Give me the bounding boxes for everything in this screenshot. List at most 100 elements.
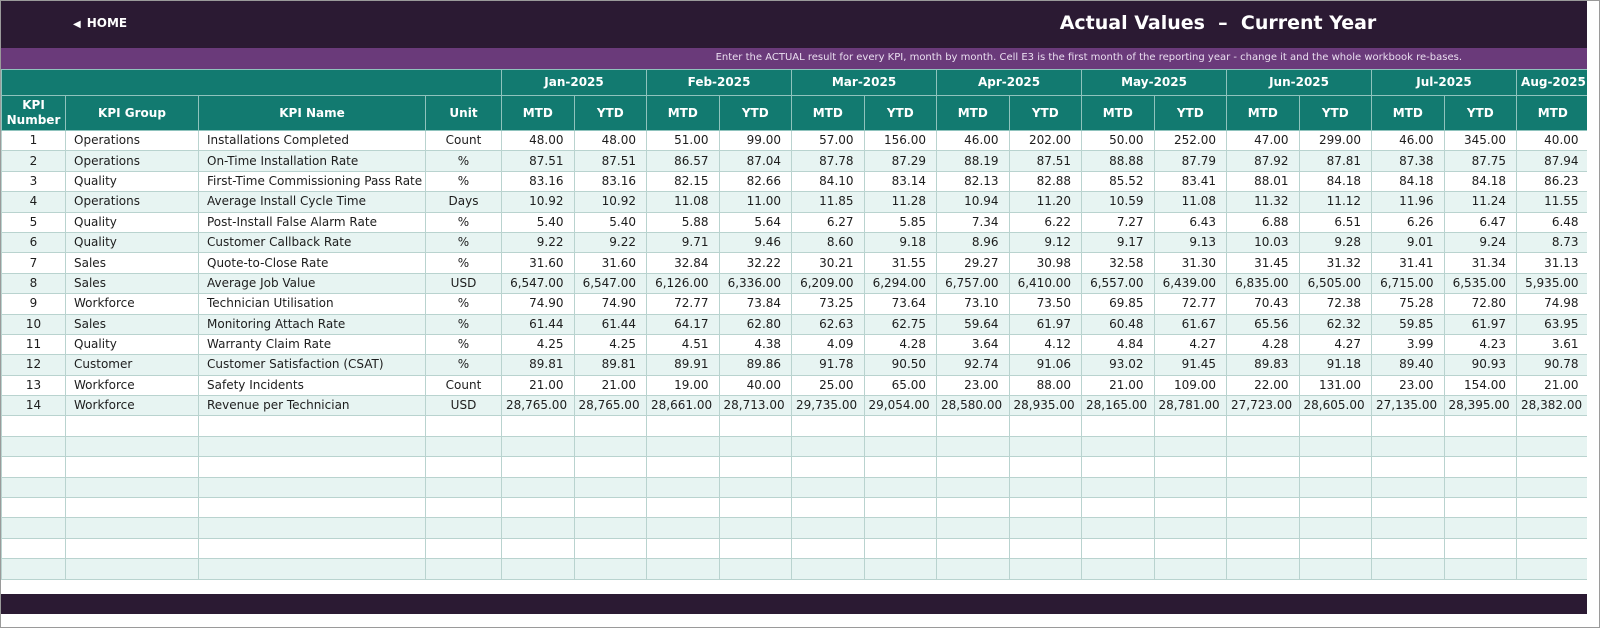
value-cell: 9.24 — [1443, 231, 1518, 254]
value-cell: 7.34 — [936, 211, 1010, 233]
empty-cell — [718, 558, 793, 580]
cell: % — [425, 333, 502, 356]
empty-cell — [1298, 497, 1373, 519]
value-cell: 32.22 — [718, 252, 793, 274]
empty-cell — [791, 456, 865, 478]
value-cell: 31.32 — [1298, 252, 1373, 274]
empty-cell — [1153, 517, 1228, 539]
value-cell: 88.01 — [1226, 170, 1300, 193]
empty-cell — [1, 558, 66, 580]
empty-cell — [936, 476, 1010, 499]
value-cell: 75.28 — [1371, 293, 1445, 315]
value-cell: 89.81 — [573, 354, 648, 376]
data-row: 6 Quality Customer Callback Rate% 9.22 9.22 9… — [1, 231, 1587, 254]
empty-cell — [1443, 476, 1518, 499]
month-header: Mar-2025 — [791, 69, 938, 96]
value-cell: 83.14 — [863, 170, 938, 193]
empty-cell — [1, 517, 66, 539]
cell: 9 — [1, 293, 66, 315]
value-cell: 61.97 — [1443, 313, 1518, 335]
value-cell: 6.27 — [791, 211, 865, 233]
cell: Sales — [65, 272, 199, 295]
empty-cell — [425, 517, 502, 539]
value-cell: 87.94 — [1516, 150, 1587, 172]
empty-cell — [1298, 537, 1373, 560]
value-cell: 28,765.00 — [501, 395, 575, 417]
value-cell: 9.71 — [646, 231, 720, 254]
value-cell: 6,505.00 — [1298, 272, 1373, 295]
value-cell: 4.25 — [501, 333, 575, 356]
month-header: Apr-2025 — [936, 69, 1083, 96]
value-cell: 11.20 — [1008, 191, 1083, 213]
empty-cell — [1298, 517, 1373, 539]
empty-cell — [718, 456, 793, 478]
sub-header: MTD — [1226, 95, 1300, 131]
value-cell: 9.18 — [863, 231, 938, 254]
empty-cell — [65, 456, 199, 478]
empty-cell — [1081, 456, 1155, 478]
empty-cell — [791, 558, 865, 580]
value-cell: 11.00 — [718, 191, 793, 213]
cell: 5 — [1, 211, 66, 233]
value-cell: 64.17 — [646, 313, 720, 335]
value-cell: 9.01 — [1371, 231, 1445, 254]
sub-header: MTD — [501, 95, 575, 131]
value-cell: 31.34 — [1443, 252, 1518, 274]
page-title: Actual Values – Current Year — [1059, 12, 1377, 34]
data-row: 3 Quality First-Time Commissioning Pass Ra… — [1, 170, 1587, 193]
empty-cell — [198, 517, 426, 539]
empty-cell — [718, 517, 793, 539]
value-cell: 83.41 — [1153, 170, 1228, 193]
cell: Average Install Cycle Time — [198, 191, 426, 213]
empty-cell — [1371, 456, 1445, 478]
sub-header: MTD — [646, 95, 720, 131]
empty-cell — [1153, 435, 1228, 458]
empty-cell — [65, 435, 199, 458]
value-cell: 82.88 — [1008, 170, 1083, 193]
cell: 10 — [1, 313, 66, 335]
column-header: KPI Number — [1, 95, 66, 131]
empty-cell — [1081, 497, 1155, 519]
cell: % — [425, 150, 502, 172]
value-cell: 28,605.00 — [1298, 395, 1373, 417]
empty-cell — [573, 435, 648, 458]
value-cell: 6,835.00 — [1226, 272, 1300, 295]
empty-cell — [791, 435, 865, 458]
data-row: 12 Customer Customer Satisfaction (CSAT)% 8… — [1, 354, 1587, 376]
empty-cell — [863, 415, 938, 437]
empty-cell — [1298, 435, 1373, 458]
value-cell: 28,165.00 — [1081, 395, 1155, 417]
value-cell: 88.88 — [1081, 150, 1155, 172]
value-cell: 72.77 — [1153, 293, 1228, 315]
empty-cell — [425, 497, 502, 519]
cell: Quote-to-Close Rate — [198, 252, 426, 274]
cell: % — [425, 170, 502, 193]
empty-cell — [1081, 517, 1155, 539]
value-cell: 6.88 — [1226, 211, 1300, 233]
cell: % — [425, 211, 502, 233]
value-cell: 91.45 — [1153, 354, 1228, 376]
cell: Count — [425, 374, 502, 397]
cell: Count — [425, 129, 502, 152]
cell: USD — [425, 395, 502, 417]
empty-cell — [425, 537, 502, 560]
empty-cell — [1, 415, 66, 437]
value-cell: 28,382.00 — [1516, 395, 1587, 417]
sub-header: YTD — [573, 95, 648, 131]
empty-cell — [1298, 415, 1373, 437]
empty-cell — [1153, 497, 1228, 519]
cell: Monitoring Attach Rate — [198, 313, 426, 335]
empty-cell — [425, 558, 502, 580]
empty-cell — [718, 435, 793, 458]
value-cell: 82.15 — [646, 170, 720, 193]
value-cell: 31.30 — [1153, 252, 1228, 274]
value-cell: 87.79 — [1153, 150, 1228, 172]
empty-cell — [1008, 537, 1083, 560]
value-cell: 21.00 — [573, 374, 648, 397]
cell: Operations — [65, 191, 199, 213]
empty-cell — [1298, 456, 1373, 478]
empty-cell — [573, 497, 648, 519]
data-row: 9 Workforce Technician Utilisation% 74.90 74… — [1, 293, 1587, 315]
home-button[interactable]: ◀ HOME — [73, 16, 127, 30]
